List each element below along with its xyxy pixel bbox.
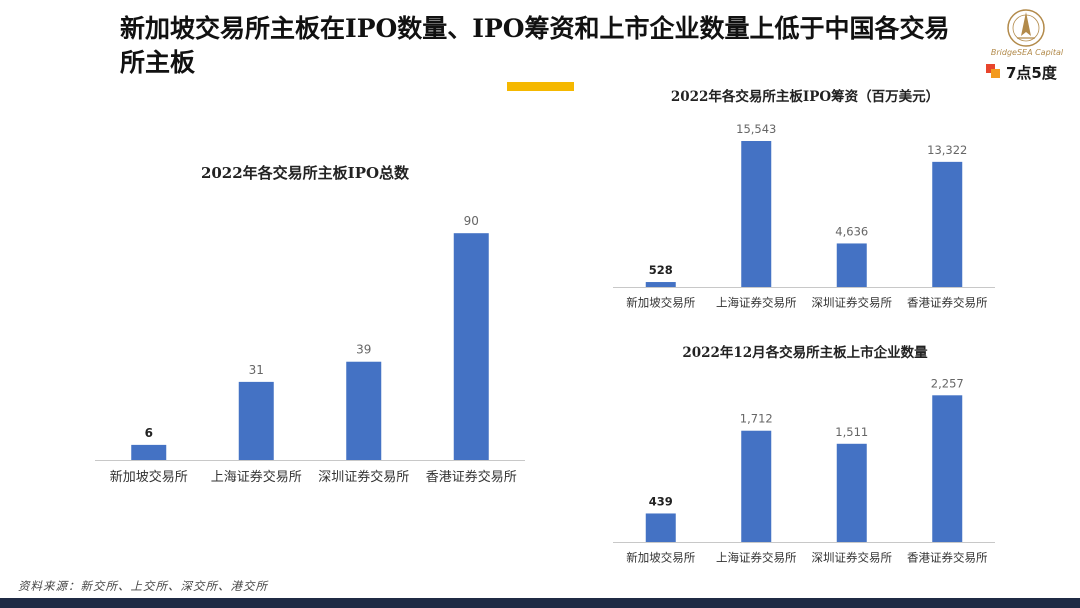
data-label-4: 90: [464, 214, 479, 228]
chart-ipo-count-plot: 6 新加坡交易所 31 上海证券交易所 39 深圳证券交易所 90 香港证券交易所: [95, 214, 525, 485]
logo-company-name: BridgeSEA Capital: [990, 48, 1064, 57]
chart-title: 2022年各交易所主板IPO筹资（百万美元）: [670, 89, 940, 105]
compass-emblem-icon: [1007, 9, 1045, 47]
accent-bar: [507, 82, 574, 91]
category-label-2: 上海证券交易所: [211, 469, 302, 485]
category-label-4: 香港证券交易所: [907, 551, 988, 565]
data-label-2: 31: [249, 363, 264, 377]
chart-title: 2022年12月各交易所主板上市企业数量: [682, 345, 928, 361]
data-label-1: 6: [145, 426, 153, 440]
bar-3: [836, 243, 867, 287]
bar-1: [131, 444, 167, 460]
bar-3: [346, 361, 382, 460]
logo-brand-text: 7点5度: [1006, 64, 1057, 82]
category-label-2: 上海证券交易所: [716, 296, 797, 310]
data-label-3: 4,636: [835, 224, 868, 238]
data-label-4: 13,322: [927, 143, 967, 157]
data-label-2: 15,543: [736, 122, 776, 136]
chart-ipo-count: 2022年各交易所主板IPO总数 6 新加坡交易所 31 上海证券交易所 39 深圳证券交…: [85, 160, 525, 490]
category-label-1: 新加坡交易所: [626, 551, 695, 565]
data-label-3: 1,511: [835, 425, 868, 439]
bridgesea-logo: BridgeSEA Capital 7点5度: [982, 8, 1072, 82]
bar-2: [741, 430, 772, 542]
bar-2: [238, 381, 274, 460]
data-label-2: 1,712: [740, 412, 773, 426]
chart-listed-companies: 2022年12月各交易所主板上市企业数量 439 新加坡交易所 1,712 上海证券交…: [610, 338, 1000, 570]
bar-2: [741, 140, 772, 287]
category-label-3: 深圳证券交易所: [812, 296, 893, 310]
logo-brand: 7点5度: [986, 62, 1072, 82]
data-label-1: 439: [649, 494, 673, 508]
category-label-2: 上海证券交易所: [716, 551, 797, 565]
bar-4: [932, 161, 963, 287]
page-headline: 新加坡交易所主板在IPO数量、IPO筹资和上市企业数量上低于中国各交易所主板: [120, 14, 950, 77]
bar-1: [645, 282, 676, 287]
chart-listed-companies-plot: 439 新加坡交易所 1,712 上海证券交易所 1,511 深圳证券交易所 2,257 香港…: [613, 376, 995, 565]
data-label-3: 39: [356, 343, 371, 357]
source-note: 资料来源：新交所、上交所、深交所、港交所: [18, 579, 268, 593]
chart-ipo-funds-plot: 528 新加坡交易所 15,543 上海证券交易所 4,636 深圳证券交易所 13,322…: [613, 122, 995, 310]
category-label-3: 深圳证券交易所: [812, 551, 893, 565]
chart-title: 2022年各交易所主板IPO总数: [200, 164, 410, 182]
category-label-4: 香港证券交易所: [907, 296, 988, 310]
category-label-1: 新加坡交易所: [626, 296, 695, 310]
chart-ipo-funds: 2022年各交易所主板IPO筹资（百万美元） 528 新加坡交易所 15,543 上海…: [610, 82, 1000, 317]
data-label-1: 528: [649, 263, 673, 277]
category-label-1: 新加坡交易所: [110, 469, 188, 485]
bar-4: [453, 233, 489, 460]
bottom-band: [0, 598, 1080, 608]
bar-1: [645, 513, 676, 542]
category-label-3: 深圳证券交易所: [318, 469, 409, 485]
bar-4: [932, 395, 963, 542]
data-label-4: 2,257: [931, 376, 964, 390]
brand-mark-icon: [986, 64, 1000, 78]
bar-3: [836, 443, 867, 542]
category-label-4: 香港证券交易所: [426, 469, 517, 485]
